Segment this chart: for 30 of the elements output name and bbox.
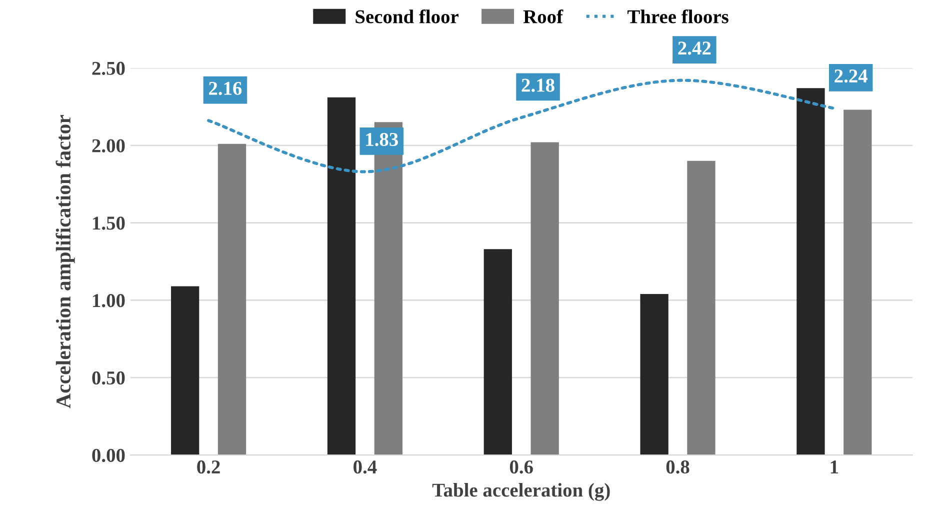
data-label: 2.24 [834, 69, 868, 83]
x-tick-label: 0.8 [666, 460, 690, 474]
bar [327, 97, 356, 456]
text: 1.50 [93, 216, 125, 230]
bar [218, 144, 246, 456]
bar [796, 88, 825, 456]
text: 0.50 [92, 371, 125, 385]
bar [844, 110, 872, 456]
x-tick-label: 1 [830, 460, 838, 474]
data-label: 1.83 [366, 132, 398, 146]
bar [530, 142, 559, 456]
y-axis-title: Acceleration amplification factor [56, 115, 75, 408]
legend-label: Three floors [627, 9, 728, 24]
bar [687, 160, 716, 456]
text: 2.50 [92, 62, 125, 76]
legend-label: Roof [523, 9, 564, 24]
data-label: 2.16 [209, 82, 242, 96]
bar [484, 249, 512, 456]
data-label: 2.42 [678, 42, 711, 55]
x-tick-label: 0.4 [354, 460, 377, 474]
legend-label: Second floor [356, 9, 458, 24]
bar [171, 286, 200, 456]
text: 0.00 [92, 448, 125, 462]
x-axis-title: Table acceleration (g) [432, 483, 610, 501]
x-tick-label: 0.2 [197, 460, 220, 474]
bar [640, 294, 668, 456]
x-tick-label: 0.6 [510, 460, 533, 474]
data-label: 2.18 [522, 78, 554, 92]
text: 1.00 [93, 294, 125, 308]
text: 2.00 [92, 139, 125, 152]
